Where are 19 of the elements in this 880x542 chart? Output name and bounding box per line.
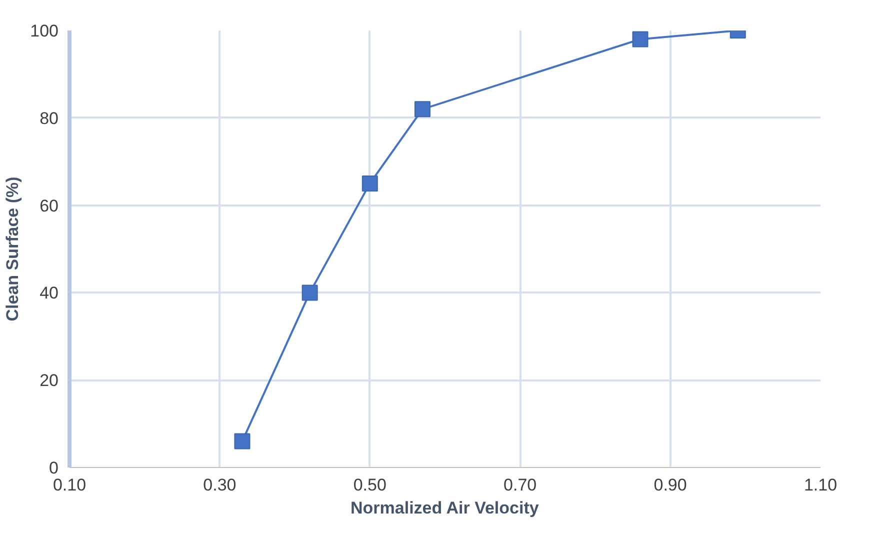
x-tick-label: 0.70	[504, 476, 537, 494]
x-tick-label: 0.90	[654, 476, 687, 494]
y-axis-title: Clean Surface (%)	[3, 176, 22, 322]
point	[362, 175, 378, 192]
x-tick-label: 0.10	[52, 476, 86, 494]
x-tick-label: 0.30	[203, 476, 236, 494]
point	[414, 101, 430, 118]
x-axis-title: Normalized Air Velocity	[350, 498, 540, 518]
x-tick-label: 0.50	[353, 476, 386, 494]
point	[302, 284, 318, 301]
y-tick-label: 0	[49, 458, 59, 478]
y-tick-label: 80	[40, 108, 59, 128]
point	[632, 31, 648, 48]
y-tick-label: 100	[30, 22, 59, 40]
y-tick-label: 40	[40, 284, 59, 303]
x-tick-label: 1.10	[804, 476, 838, 494]
y-tick-label: 20	[40, 371, 59, 390]
y-tick-label: 60	[40, 196, 59, 216]
point	[234, 433, 250, 450]
